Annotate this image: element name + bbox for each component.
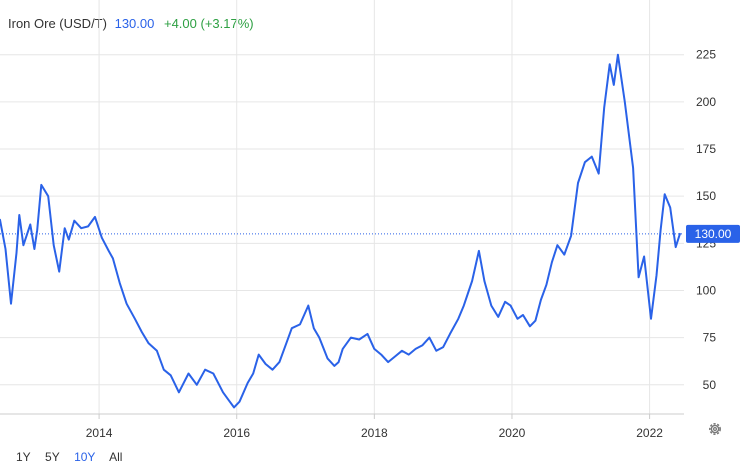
instrument-title: Iron Ore (USD/T)	[8, 16, 107, 31]
x-tick-label: 2018	[361, 426, 388, 440]
range-1y-button[interactable]: 1Y	[16, 450, 31, 464]
gear-icon[interactable]	[706, 420, 724, 438]
x-tick-label: 2022	[636, 426, 663, 440]
y-tick-label: 150	[696, 189, 716, 203]
y-tick-label: 75	[703, 331, 717, 345]
y-tick-label: 50	[703, 378, 717, 392]
x-axis-ticks: 2014 2016 2018 2020 2022	[86, 414, 663, 440]
series-layer	[0, 53, 681, 409]
y-tick-label: 175	[696, 142, 716, 156]
range-all-button[interactable]: All	[109, 450, 123, 464]
x-tick-label: 2016	[223, 426, 250, 440]
x-tick-label: 2020	[499, 426, 526, 440]
y-tick-label: 200	[696, 95, 716, 109]
horizontal-gridlines	[0, 54, 684, 386]
range-selector: 1Y 5Y 10Y All	[16, 450, 133, 464]
current-price: 130.00	[114, 16, 155, 31]
price-change: +4.00 (+3.17%)	[163, 16, 254, 31]
y-tick-label: 225	[696, 48, 716, 62]
current-value-marker: 130.00	[0, 224, 740, 243]
current-value-label: 130.00	[695, 227, 732, 241]
current-value-badge	[686, 224, 740, 243]
series-line	[0, 53, 681, 409]
range-10y-button[interactable]: 10Y	[74, 450, 96, 464]
range-5y-button[interactable]: 5Y	[45, 450, 60, 464]
vertical-gridlines	[98, 0, 651, 414]
x-tick-label: 2014	[86, 426, 113, 440]
chart-header: Iron Ore (USD/T) 130.00 +4.00 (+3.17%)	[8, 16, 254, 31]
y-tick-label: 100	[696, 283, 716, 297]
